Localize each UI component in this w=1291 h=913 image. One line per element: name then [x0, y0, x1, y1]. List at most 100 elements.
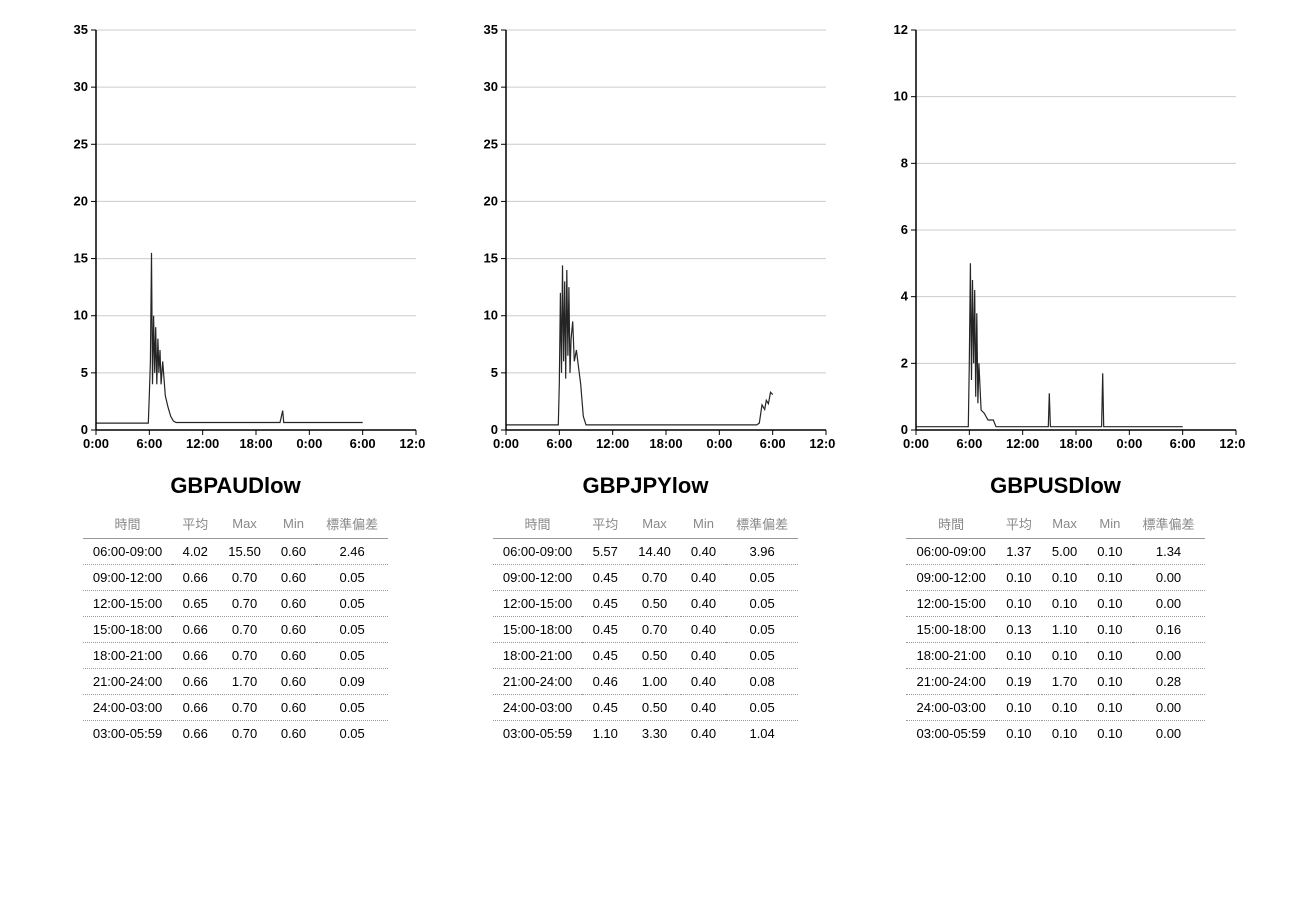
table-cell: 0.10	[996, 565, 1042, 591]
table-cell: 0.28	[1133, 669, 1205, 695]
table-row: 03:00-05:591.103.300.401.04	[493, 721, 798, 747]
table-cell: 0.45	[582, 695, 628, 721]
table-cell: 0.10	[1042, 695, 1087, 721]
x-tick-label: 0:00	[492, 436, 518, 451]
table-header: 時間	[906, 509, 995, 539]
table-cell: 0.60	[271, 591, 316, 617]
y-tick-label: 0	[80, 422, 87, 437]
table-cell: 0.40	[681, 643, 726, 669]
y-tick-label: 0	[490, 422, 497, 437]
y-tick-label: 10	[893, 89, 907, 104]
x-tick-label: 0:00	[1116, 436, 1142, 451]
table-cell: 0.10	[1087, 539, 1132, 565]
table-cell: 1.04	[726, 721, 798, 747]
chart-bg	[866, 20, 1246, 460]
table-cell: 0.45	[582, 565, 628, 591]
table-cell: 0.13	[996, 617, 1042, 643]
table-cell: 24:00-03:00	[83, 695, 172, 721]
x-tick-label: 6:00	[956, 436, 982, 451]
x-tick-label: 6:00	[136, 436, 162, 451]
table-cell: 0.65	[172, 591, 218, 617]
chart-title: GBPAUDlow	[170, 473, 300, 499]
table-cell: 0.45	[582, 617, 628, 643]
table-cell: 0.05	[316, 695, 388, 721]
table-wrap: 時間平均MaxMin標準偏差06:00-09:004.0215.500.602.…	[83, 509, 388, 746]
table-cell: 14.40	[628, 539, 681, 565]
table-cell: 0.00	[1133, 721, 1205, 747]
table-header: 標準偏差	[726, 509, 798, 539]
table-cell: 0.19	[996, 669, 1042, 695]
table-row: 24:00-03:000.450.500.400.05	[493, 695, 798, 721]
table-row: 06:00-09:001.375.000.101.34	[906, 539, 1204, 565]
table-cell: 5.00	[1042, 539, 1087, 565]
table-cell: 0.10	[1042, 565, 1087, 591]
x-tick-label: 12:00	[186, 436, 219, 451]
chart-title: GBPJPYlow	[583, 473, 709, 499]
x-tick-label: 0:00	[296, 436, 322, 451]
table-cell: 12:00-15:00	[83, 591, 172, 617]
chart-wrap: 051015202530350:006:0012:0018:000:006:00…	[456, 20, 836, 465]
table-cell: 0.70	[218, 721, 271, 747]
table-cell: 0.05	[316, 643, 388, 669]
table-cell: 0.40	[681, 539, 726, 565]
table-cell: 0.10	[996, 721, 1042, 747]
table-row: 24:00-03:000.100.100.100.00	[906, 695, 1204, 721]
y-tick-label: 15	[483, 251, 497, 266]
table-cell: 21:00-24:00	[906, 669, 995, 695]
table-cell: 0.10	[1042, 591, 1087, 617]
table-cell: 0.10	[1042, 721, 1087, 747]
table-cell: 0.00	[1133, 591, 1205, 617]
table-cell: 21:00-24:00	[83, 669, 172, 695]
table-cell: 15:00-18:00	[83, 617, 172, 643]
table-cell: 0.10	[1087, 643, 1132, 669]
table-header: Min	[681, 509, 726, 539]
table-cell: 1.37	[996, 539, 1042, 565]
table-cell: 09:00-12:00	[493, 565, 582, 591]
x-tick-label: 18:00	[1059, 436, 1092, 451]
table-cell: 0.05	[726, 591, 798, 617]
table-cell: 0.60	[271, 617, 316, 643]
chart-wrap: 0246810120:006:0012:0018:000:006:0012:00	[866, 20, 1246, 465]
table-cell: 06:00-09:00	[906, 539, 995, 565]
table-header: Min	[1087, 509, 1132, 539]
table-cell: 0.66	[172, 695, 218, 721]
table-cell: 09:00-12:00	[906, 565, 995, 591]
table-row: 21:00-24:000.661.700.600.09	[83, 669, 388, 695]
y-tick-label: 5	[80, 365, 87, 380]
y-tick-label: 10	[73, 308, 87, 323]
table-cell: 0.70	[218, 695, 271, 721]
table-cell: 2.46	[316, 539, 388, 565]
table-cell: 0.00	[1133, 695, 1205, 721]
x-tick-label: 12:00	[399, 436, 426, 451]
table-cell: 18:00-21:00	[83, 643, 172, 669]
y-tick-label: 8	[900, 155, 907, 170]
table-cell: 0.00	[1133, 643, 1205, 669]
table-cell: 03:00-05:59	[493, 721, 582, 747]
y-tick-label: 6	[900, 222, 907, 237]
x-tick-label: 0:00	[706, 436, 732, 451]
y-tick-label: 10	[483, 308, 497, 323]
table-cell: 15.50	[218, 539, 271, 565]
table-row: 18:00-21:000.100.100.100.00	[906, 643, 1204, 669]
stats-table: 時間平均MaxMin標準偏差06:00-09:005.5714.400.403.…	[493, 509, 798, 746]
table-row: 15:00-18:000.660.700.600.05	[83, 617, 388, 643]
line-chart: 0246810120:006:0012:0018:000:006:0012:00	[866, 20, 1246, 460]
table-wrap: 時間平均MaxMin標準偏差06:00-09:001.375.000.101.3…	[906, 509, 1204, 746]
table-header: Max	[218, 509, 271, 539]
table-row: 18:00-21:000.450.500.400.05	[493, 643, 798, 669]
table-cell: 0.05	[316, 591, 388, 617]
table-row: 06:00-09:005.5714.400.403.96	[493, 539, 798, 565]
y-tick-label: 20	[73, 193, 87, 208]
line-chart: 051015202530350:006:0012:0018:000:006:00…	[46, 20, 426, 460]
table-cell: 0.66	[172, 669, 218, 695]
table-cell: 1.10	[582, 721, 628, 747]
table-cell: 0.05	[316, 721, 388, 747]
y-tick-label: 5	[490, 365, 497, 380]
x-tick-label: 12:00	[596, 436, 629, 451]
table-cell: 0.10	[1087, 669, 1132, 695]
table-cell: 0.05	[316, 565, 388, 591]
table-cell: 0.10	[996, 591, 1042, 617]
table-cell: 0.66	[172, 643, 218, 669]
table-cell: 15:00-18:00	[906, 617, 995, 643]
table-cell: 3.30	[628, 721, 681, 747]
